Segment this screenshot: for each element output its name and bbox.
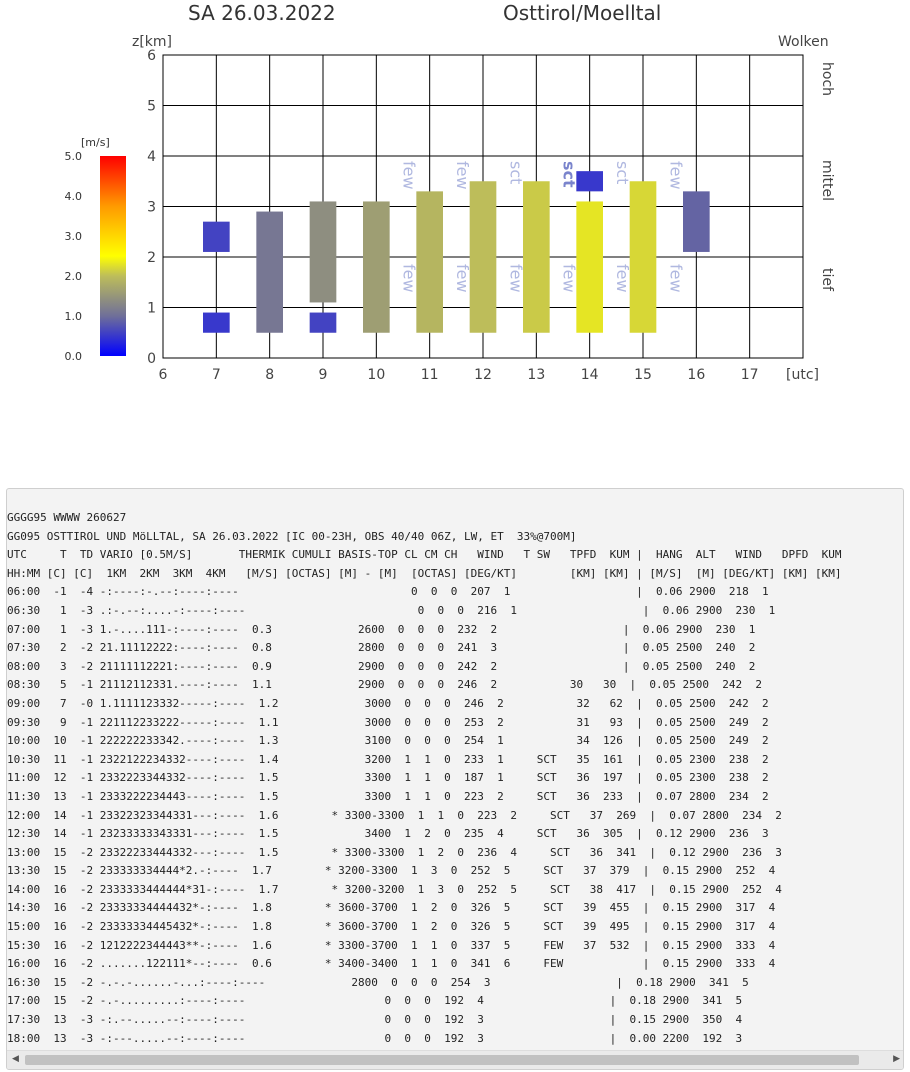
chart-region: Osttirol/Moelltal [503,1,661,25]
y-axis-ticks: 0 1 2 3 4 5 6 [147,48,156,367]
x-tick-label: 14 [581,367,599,383]
vario-bar [629,181,657,333]
vario-bar [576,171,603,192]
x-axis-unit: [utc] [786,367,819,383]
scroll-right-icon[interactable]: ▶ [893,1054,900,1064]
vario-columns [203,171,710,333]
x-tick-label: 12 [474,367,492,383]
clouds-label: Wolken [778,34,829,50]
colorbar-tick-label: 1.0 [65,310,83,323]
vario-bar [203,312,230,333]
x-tick-label: 11 [421,367,439,383]
scroll-left-icon[interactable]: ◀ [12,1054,19,1064]
vario-bar [256,211,283,333]
sounding-report-panel[interactable]: GGGG95 WWWW 260627 GG095 OSTTIROL UND Mö… [6,488,904,1070]
x-tick-label: 6 [159,367,168,383]
x-axis-ticks: 6 7 8 9 10 11 12 13 14 15 16 17 [159,367,759,383]
colorbar-tick-label: 2.0 [65,270,83,283]
vario-bar [309,201,337,303]
cloud-level-tief: tief [819,268,835,292]
vario-bar [469,181,497,333]
y-tick-label: 4 [147,149,156,165]
cloud-cover-label: few [666,264,685,293]
vario-bar [203,221,230,252]
y-tick-label: 1 [147,301,156,317]
x-tick-label: 15 [634,367,652,383]
y-tick-label: 5 [147,99,156,115]
sounding-report-text: GGGG95 WWWW 260627 GG095 OSTTIROL UND Mö… [7,511,842,1045]
chart-date: SA 26.03.2022 [188,1,336,25]
y-tick-label: 3 [147,200,156,216]
scrollbar-thumb[interactable] [25,1055,859,1065]
cloud-cover-label: sct [560,161,579,188]
vario-bar [363,201,390,333]
x-tick-label: 13 [527,367,545,383]
colorbar-unit: [m/s] [81,136,110,149]
vario-bar [309,312,337,333]
vario-bar [523,181,550,333]
cloud-cover-label: few [666,161,685,190]
x-tick-label: 10 [367,367,385,383]
y-axis-label: z[km] [132,34,172,50]
cloud-cover-label: few [506,264,525,293]
cloud-cover-label: few [613,264,632,293]
cloud-cover-label: few [400,264,419,293]
cloud-cover-label: few [453,264,472,293]
x-tick-label: 9 [319,367,328,383]
cloud-cover-labels: few few sct sct sct few few few few few few few [400,161,686,293]
horizontal-scrollbar[interactable]: ◀ ▶ [7,1050,903,1069]
colorbar-tick-label: 4.0 [65,190,83,203]
cloud-cover-label: few [560,264,579,293]
cloud-cover-label: sct [506,161,525,184]
colorbar [100,156,126,356]
cloud-level-hoch: hoch [819,62,835,96]
colorbar-tick-label: 3.0 [65,230,83,243]
y-tick-label: 6 [147,48,156,64]
x-tick-label: 17 [741,367,759,383]
x-tick-label: 7 [212,367,221,383]
x-tick-label: 8 [265,367,274,383]
colorbar-ticks: 5.0 4.0 3.0 2.0 1.0 0.0 [65,150,83,363]
cloud-cover-label: few [400,161,419,190]
colorbar-tick-label: 0.0 [65,350,83,363]
x-tick-label: 16 [687,367,705,383]
vario-bar [576,201,603,333]
y-tick-label: 2 [147,250,156,266]
vario-bar [416,191,443,333]
cloud-cover-label: few [453,161,472,190]
y-tick-label: 0 [147,351,156,367]
cloud-level-mittel: mittel [819,160,835,201]
cloud-cover-label: sct [613,161,632,184]
vario-bar [683,191,710,252]
cloud-vario-chart: SA 26.03.2022 Osttirol/Moelltal z[km] Wo… [65,1,836,383]
colorbar-tick-label: 5.0 [65,150,83,163]
